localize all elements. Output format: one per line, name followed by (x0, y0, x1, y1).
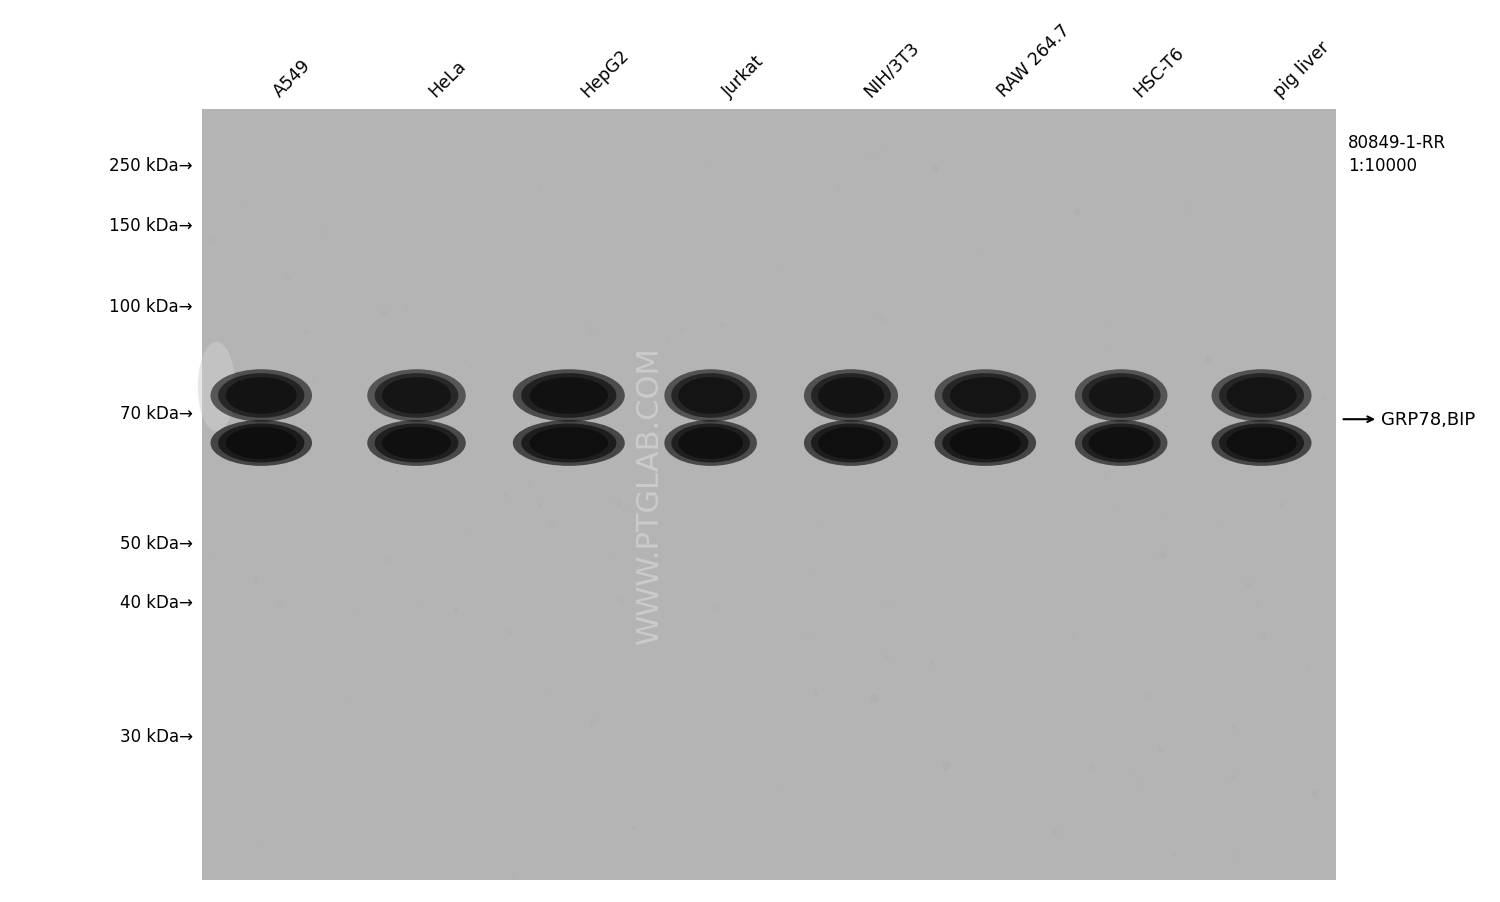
Text: GRP78,BIP: GRP78,BIP (1382, 410, 1474, 428)
Bar (201, 879, 1336, 902)
Text: 150 kDa→: 150 kDa→ (110, 216, 192, 235)
Bar (0, 6, 201, 902)
Ellipse shape (672, 373, 750, 419)
Ellipse shape (1082, 373, 1161, 419)
Ellipse shape (1220, 424, 1304, 463)
Ellipse shape (818, 378, 884, 414)
Bar (201, 109, 1336, 879)
Bar (1336, 6, 1492, 902)
Ellipse shape (1089, 428, 1154, 459)
Ellipse shape (950, 378, 1022, 414)
Ellipse shape (942, 424, 1029, 463)
Text: HepG2: HepG2 (578, 46, 633, 100)
Ellipse shape (1089, 378, 1154, 414)
Text: A549: A549 (270, 56, 315, 100)
Text: WWW.PTGLAB.COM: WWW.PTGLAB.COM (634, 345, 664, 643)
Ellipse shape (1082, 424, 1161, 463)
Ellipse shape (210, 370, 312, 422)
Text: 40 kDa→: 40 kDa→ (120, 593, 192, 611)
Ellipse shape (217, 373, 304, 419)
Ellipse shape (1076, 370, 1167, 422)
Ellipse shape (520, 424, 616, 463)
Ellipse shape (664, 420, 758, 466)
Text: HSC-T6: HSC-T6 (1130, 43, 1188, 100)
Ellipse shape (812, 424, 891, 463)
Ellipse shape (210, 420, 312, 466)
Text: NIH/3T3: NIH/3T3 (859, 38, 922, 100)
Text: pig liver: pig liver (1270, 38, 1334, 100)
Text: HeLa: HeLa (426, 57, 470, 100)
Ellipse shape (1220, 373, 1304, 419)
Ellipse shape (225, 378, 297, 414)
Ellipse shape (198, 343, 236, 432)
Ellipse shape (950, 428, 1022, 459)
Ellipse shape (678, 378, 742, 414)
Ellipse shape (368, 420, 466, 466)
Ellipse shape (1227, 378, 1296, 414)
Ellipse shape (804, 370, 898, 422)
Ellipse shape (664, 370, 758, 422)
Ellipse shape (382, 378, 452, 414)
Ellipse shape (225, 428, 297, 459)
Ellipse shape (942, 373, 1029, 419)
Text: 80849-1-RR
1:10000: 80849-1-RR 1:10000 (1348, 133, 1446, 175)
Ellipse shape (375, 373, 459, 419)
Ellipse shape (368, 370, 466, 422)
Ellipse shape (934, 370, 1036, 422)
Ellipse shape (217, 424, 304, 463)
Ellipse shape (530, 428, 608, 459)
Text: RAW 264.7: RAW 264.7 (994, 21, 1074, 100)
Ellipse shape (513, 370, 625, 422)
Text: 50 kDa→: 50 kDa→ (120, 535, 192, 553)
Ellipse shape (672, 424, 750, 463)
Text: 250 kDa→: 250 kDa→ (110, 157, 192, 175)
Ellipse shape (1212, 370, 1311, 422)
Bar (201, 6, 1336, 109)
Ellipse shape (804, 420, 898, 466)
Ellipse shape (513, 420, 625, 466)
Text: 100 kDa→: 100 kDa→ (110, 298, 192, 316)
Text: Jurkat: Jurkat (720, 52, 768, 100)
Ellipse shape (520, 373, 616, 419)
Ellipse shape (1212, 420, 1311, 466)
Ellipse shape (1076, 420, 1167, 466)
Ellipse shape (934, 420, 1036, 466)
Ellipse shape (678, 428, 742, 459)
Ellipse shape (812, 373, 891, 419)
Ellipse shape (1227, 428, 1296, 459)
Ellipse shape (382, 428, 452, 459)
Ellipse shape (818, 428, 884, 459)
Ellipse shape (530, 378, 608, 414)
Text: 30 kDa→: 30 kDa→ (120, 727, 192, 745)
Ellipse shape (375, 424, 459, 463)
Text: 70 kDa→: 70 kDa→ (120, 405, 192, 423)
